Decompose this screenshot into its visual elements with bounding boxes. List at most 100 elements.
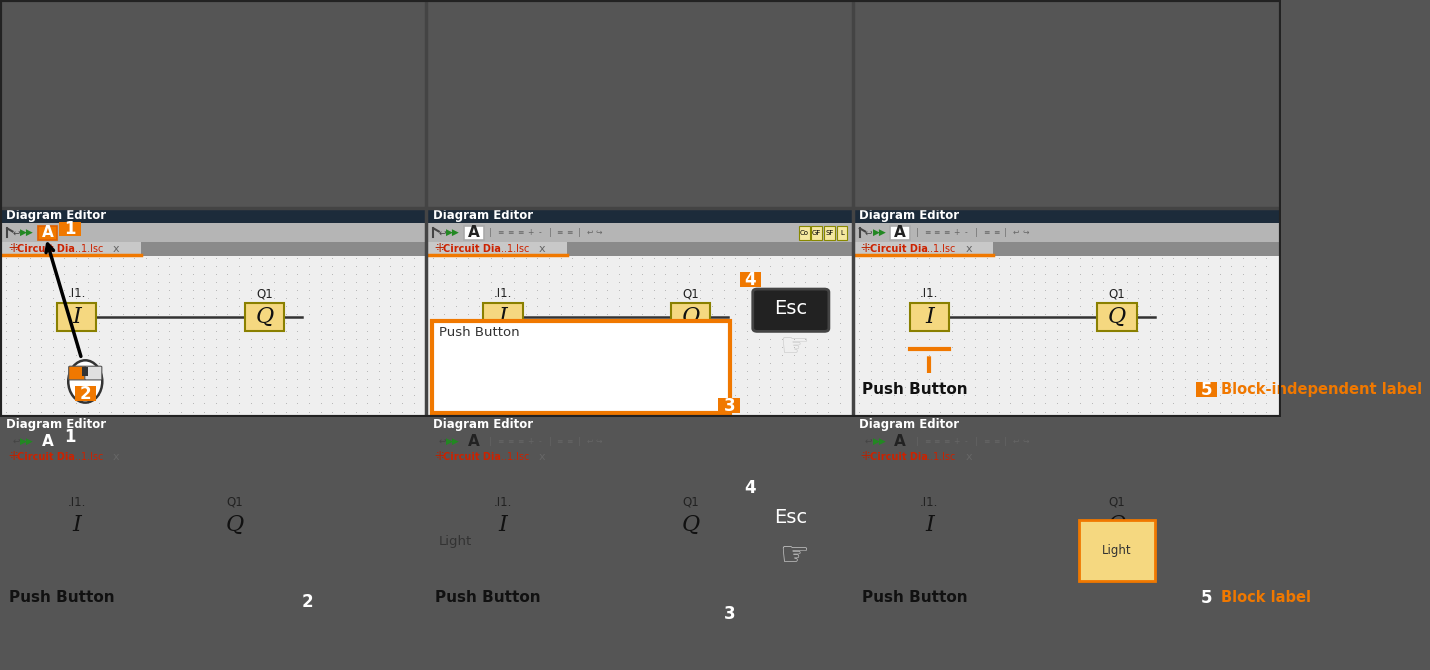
Text: 5: 5 [1201,589,1213,607]
Text: x: x [113,244,120,254]
Text: .I1.: .I1. [919,496,938,509]
Text: A: A [894,433,907,449]
Text: L: L [839,230,844,236]
Text: ...1.lsc: ...1.lsc [924,452,955,462]
Text: Q1: Q1 [256,287,273,300]
Text: |: | [489,228,492,237]
Text: I: I [499,515,508,537]
Text: ⁜: ⁜ [9,242,19,255]
Bar [57,304,96,331]
Bar [426,464,852,625]
Text: Q1: Q1 [682,496,699,509]
Text: Q1: Q1 [226,496,243,509]
Bar [1097,512,1137,539]
Bar [852,256,1278,417]
Text: ≡: ≡ [924,228,930,237]
Text: ≡: ≡ [924,437,930,446]
Bar [428,450,566,463]
Text: ⁜: ⁜ [435,242,445,255]
Text: ▶▶: ▶▶ [872,437,887,446]
Bar [0,242,426,256]
Bar [0,256,426,417]
Text: A: A [41,225,53,241]
Text: ↩: ↩ [1012,228,1018,237]
Text: A: A [41,433,53,449]
Text: ≡: ≡ [508,228,513,237]
FancyBboxPatch shape [84,366,102,380]
Bar [1195,590,1217,606]
Text: .I1.: .I1. [919,287,938,300]
Text: I: I [73,306,82,328]
Text: ↩: ↩ [586,437,592,446]
Text: Diagram Editor: Diagram Editor [859,418,960,431]
Text: ↩: ↩ [1012,437,1018,446]
Bar [718,398,739,413]
Text: -: - [965,437,968,446]
Text: |: | [1004,437,1007,446]
Text: |: | [915,437,918,446]
Text: -: - [539,228,542,237]
FancyBboxPatch shape [290,575,307,588]
Text: Esc: Esc [774,299,808,318]
FancyBboxPatch shape [752,498,829,540]
Text: 3: 3 [724,397,735,415]
Text: Diagram Editor: Diagram Editor [859,210,960,222]
Bar [57,512,96,539]
Text: ≡: ≡ [934,228,940,237]
Bar [891,434,909,448]
Bar [852,223,1278,242]
Text: ↪: ↪ [596,228,602,237]
Text: ...1.lsc: ...1.lsc [72,244,103,254]
Text: Circuit Dia: Circuit Dia [443,244,500,254]
Text: Co: Co [799,230,809,236]
Text: SF: SF [825,230,834,236]
Bar [852,208,1278,223]
Bar [852,432,1278,450]
Bar [1,450,140,463]
Bar [426,208,852,223]
Text: ≡: ≡ [508,437,513,446]
Bar [74,387,96,401]
Bar [296,595,317,610]
Bar [852,450,1278,464]
Text: ↪: ↪ [1022,228,1028,237]
Bar [811,226,822,240]
Bar [82,366,89,377]
Bar [909,512,950,539]
Text: +: + [954,228,960,237]
Text: x: x [113,452,120,462]
Text: 2: 2 [80,385,92,403]
Bar [1,242,140,255]
Text: ≡: ≡ [556,228,563,237]
Text: ≡: ≡ [498,228,503,237]
Bar [0,432,426,450]
Bar [37,434,57,448]
Text: ☞: ☞ [779,539,809,572]
Text: ▶▶: ▶▶ [872,228,887,237]
Text: |: | [1004,228,1007,237]
Text: .I1.: .I1. [67,287,86,300]
Text: .I1.: .I1. [67,496,86,509]
Bar [432,530,731,622]
Text: ...1.lsc: ...1.lsc [924,244,955,254]
Bar [432,322,731,413]
Text: x: x [539,452,546,462]
Bar [426,223,852,242]
Bar [463,226,483,240]
Bar [1097,304,1137,331]
Text: ≡: ≡ [982,437,990,446]
Text: Circuit Dia: Circuit Dia [17,452,74,462]
Text: ↩: ↩ [865,228,872,237]
Text: ≡: ≡ [566,228,573,237]
Text: ▶▶: ▶▶ [20,437,34,446]
Bar [426,432,852,450]
Bar [426,256,852,417]
Text: Circuit Dia: Circuit Dia [869,244,928,254]
Bar [245,304,285,331]
Bar [799,226,809,240]
Bar [852,464,1278,625]
Bar [59,430,80,445]
Text: |: | [975,228,978,237]
Text: Circuit Dia: Circuit Dia [869,452,928,462]
Text: I: I [73,515,82,537]
